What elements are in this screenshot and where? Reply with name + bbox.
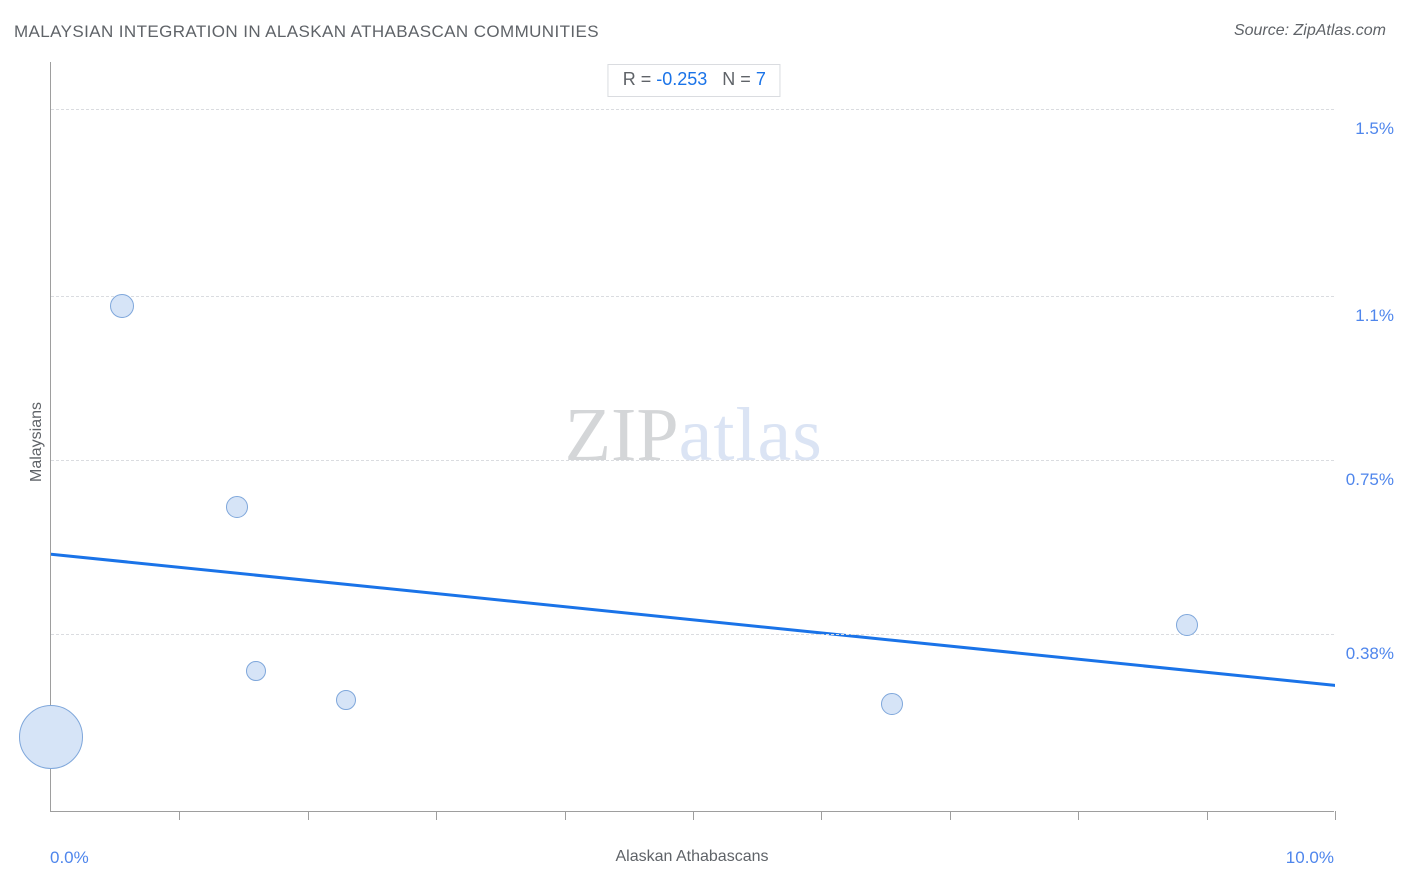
trendline [51, 62, 1335, 812]
y-tick-label: 1.1% [1355, 306, 1394, 326]
data-point [336, 690, 356, 710]
x-axis-min-label: 0.0% [50, 848, 89, 868]
y-tick-label: 1.5% [1355, 119, 1394, 139]
data-point [110, 294, 134, 318]
watermark: ZIPatlas [565, 392, 823, 479]
watermark-atlas: atlas [679, 393, 823, 477]
n-label: N = [722, 69, 756, 89]
correlation-stats-box: R = -0.253 N = 7 [608, 64, 781, 97]
y-gridline [51, 460, 1334, 461]
data-point [19, 705, 83, 769]
x-tick [950, 811, 951, 820]
x-tick [436, 811, 437, 820]
x-tick [693, 811, 694, 820]
x-tick [821, 811, 822, 820]
y-gridline [51, 296, 1334, 297]
chart-title: MALAYSIAN INTEGRATION IN ALASKAN ATHABAS… [14, 22, 599, 42]
y-tick-label: 0.75% [1346, 470, 1394, 490]
x-tick [1335, 811, 1336, 820]
x-tick [179, 811, 180, 820]
x-tick [565, 811, 566, 820]
x-axis-max-label: 10.0% [1286, 848, 1334, 868]
x-axis-label: Alaskan Athabascans [616, 848, 769, 866]
y-tick-label: 0.38% [1346, 644, 1394, 664]
x-tick [308, 811, 309, 820]
data-point [1176, 614, 1198, 636]
scatter-plot-area: ZIPatlas R = -0.253 N = 7 0.38%0.75%1.1%… [50, 62, 1334, 812]
data-point [881, 693, 903, 715]
y-gridline [51, 109, 1334, 110]
r-label: R = [623, 69, 657, 89]
data-point [246, 661, 266, 681]
r-value: -0.253 [656, 69, 707, 89]
data-point [226, 496, 248, 518]
n-value: 7 [756, 69, 766, 89]
x-tick [1207, 811, 1208, 820]
y-axis-label: Malaysians [28, 402, 46, 482]
x-tick [1078, 811, 1079, 820]
watermark-zip: ZIP [565, 393, 679, 477]
y-gridline [51, 634, 1334, 635]
source-attribution: Source: ZipAtlas.com [1234, 22, 1386, 40]
